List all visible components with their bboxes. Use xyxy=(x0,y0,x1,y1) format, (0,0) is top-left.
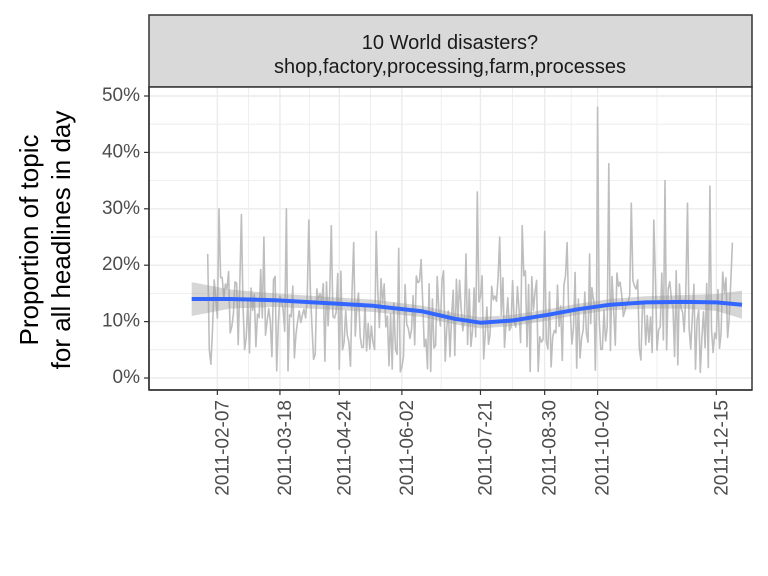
smooth-trend-line xyxy=(191,297,743,325)
x-tick-label: 2011-02-07 xyxy=(212,400,233,496)
facet-strip xyxy=(148,14,753,88)
x-axis: 2011-02-07 2011-03-18 2011-04-24 2011-06-02… xyxy=(149,389,752,496)
y-tick-label: 10% xyxy=(102,311,140,332)
y-axis-title-line2: for all headlines in day xyxy=(46,111,76,370)
x-tick-label: 2011-08-30 xyxy=(540,400,561,496)
facet-title-line1: 10 World disasters? xyxy=(362,32,538,54)
x-tick-label: 2011-03-18 xyxy=(275,400,296,496)
y-tick-label: 50% xyxy=(102,85,140,106)
y-tick-label: 0% xyxy=(113,367,141,388)
facet-title-line2: shop,factory,processing,farm,processes xyxy=(274,56,626,78)
y-axis-title-line1: Proportion of topic xyxy=(14,134,44,345)
x-tick-label: 2011-06-02 xyxy=(397,400,418,496)
x-tick-label: 2011-10-02 xyxy=(593,400,614,496)
x-tick-label: 2011-04-24 xyxy=(334,400,355,496)
raw-series xyxy=(206,106,734,374)
smooth-line-layer xyxy=(191,297,743,325)
x-tick-label: 2011-07-21 xyxy=(475,400,496,496)
y-tick-label: 40% xyxy=(102,141,140,162)
raw-series-line xyxy=(206,106,734,374)
y-axis-title: Proportion of topic for all headlines in… xyxy=(14,111,76,370)
y-axis: 0% 10% 20% 30% 40% 50% xyxy=(102,85,150,390)
y-tick-label: 20% xyxy=(102,254,140,275)
x-tick-label: 2011-12-15 xyxy=(711,400,732,496)
grid-major xyxy=(149,87,752,390)
y-tick-label: 30% xyxy=(102,198,140,219)
